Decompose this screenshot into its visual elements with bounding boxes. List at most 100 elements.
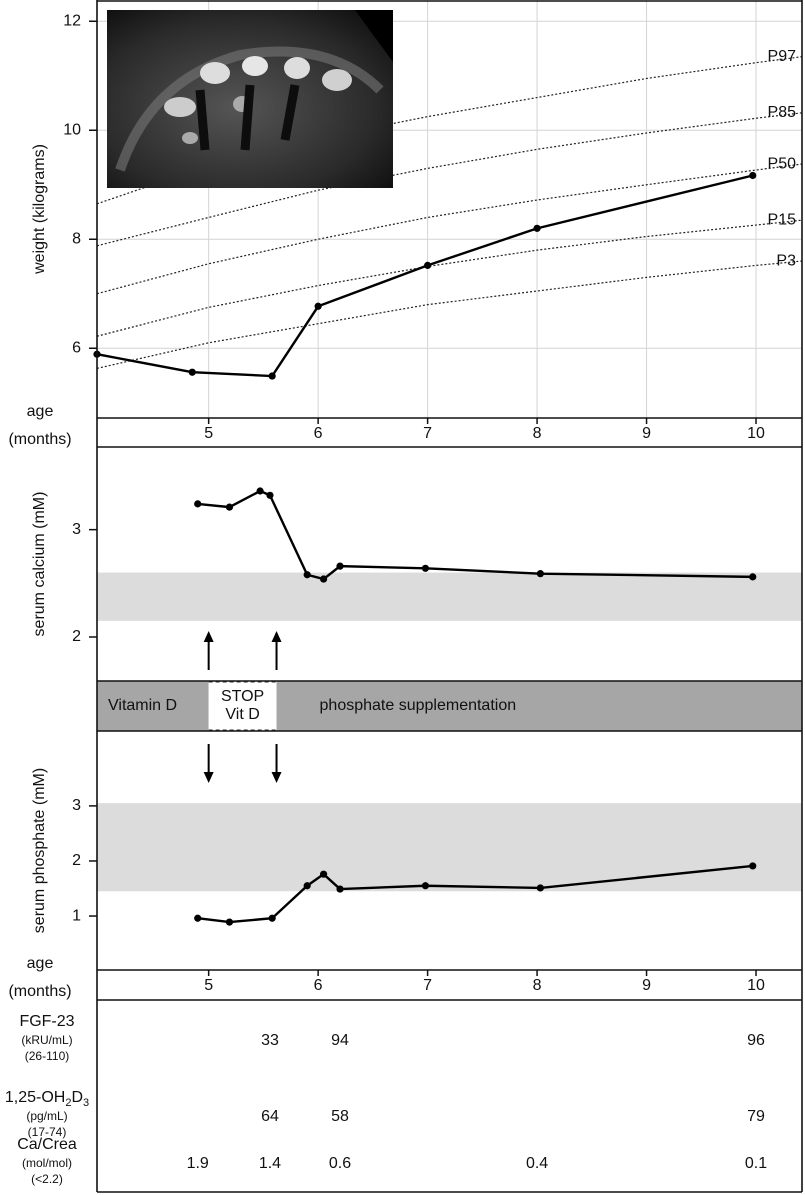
row-name-part: 2 — [65, 1097, 71, 1109]
table-value: 64 — [261, 1108, 279, 1125]
x-tick-label: 10 — [747, 425, 765, 442]
row-name-part: Ca/Crea — [17, 1136, 77, 1153]
data-point — [266, 491, 274, 499]
row-range: (17-74) — [28, 1125, 67, 1139]
row-name: 1,25-OH2D3 — [5, 1089, 89, 1109]
x-tick-label: 7 — [423, 425, 432, 442]
y-tick-label: 6 — [72, 339, 81, 356]
data-point — [303, 882, 311, 890]
table-value: 79 — [747, 1108, 765, 1125]
data-point — [749, 862, 757, 870]
table-value: 0.4 — [526, 1155, 548, 1172]
data-point — [424, 261, 432, 270]
row-unit: (kRU/mL) — [21, 1033, 72, 1047]
y-tick-label: 12 — [63, 12, 81, 29]
data-line — [96, 112, 803, 247]
y-tick-label: 8 — [72, 230, 81, 247]
x-tick-label: 9 — [642, 977, 651, 994]
x-tick-label: 9 — [642, 425, 651, 442]
data-point — [320, 575, 328, 583]
treatment-segment — [208, 681, 277, 731]
y-axis-label: serum calcium (mM) — [31, 492, 48, 637]
x-tick-label: 10 — [747, 977, 765, 994]
table-value: 1.4 — [259, 1155, 281, 1172]
row-range: (26-110) — [25, 1049, 69, 1063]
table-value: 33 — [261, 1032, 279, 1049]
arrow-head — [271, 772, 282, 783]
data-point — [303, 571, 311, 579]
y-axis-label: weight (kilograms) — [31, 144, 48, 275]
data-point — [749, 171, 757, 180]
series-label: P15 — [768, 211, 797, 228]
row-unit: (pg/mL) — [26, 1109, 67, 1123]
table-value: 0.1 — [745, 1155, 767, 1172]
data-line — [197, 489, 753, 581]
series-label: P97 — [768, 48, 797, 65]
reference-range — [97, 803, 802, 892]
data-point — [194, 500, 202, 508]
series-label: P3 — [776, 252, 796, 269]
arrow-head — [203, 631, 214, 642]
row-name: Ca/Crea — [17, 1136, 77, 1153]
x-axis-label: age — [27, 403, 54, 420]
table-value: 1.9 — [187, 1155, 209, 1172]
y-tick-label: 1 — [72, 907, 81, 924]
table-value: 96 — [747, 1032, 765, 1049]
data-point — [268, 372, 276, 380]
x-axis-label: (months) — [8, 431, 71, 448]
ultrasound-image — [107, 10, 393, 188]
arrow-head — [203, 772, 214, 783]
data-point — [225, 503, 234, 511]
y-tick-label: 2 — [72, 852, 81, 869]
x-tick-label: 5 — [204, 425, 213, 442]
data-point — [421, 564, 430, 572]
data-point — [188, 368, 196, 376]
table-value: 0.6 — [329, 1155, 351, 1172]
data-point — [268, 914, 276, 922]
data-point — [421, 882, 430, 890]
x-tick-label: 5 — [204, 977, 213, 994]
treatment-segment — [276, 681, 802, 731]
series-label: P50 — [768, 155, 797, 172]
data-point — [749, 573, 757, 581]
arrow-head — [271, 631, 282, 642]
row-name-part: 1,25-OH — [5, 1089, 65, 1106]
row-range: (<2.2) — [31, 1172, 63, 1186]
x-axis-label: (months) — [8, 983, 71, 1000]
treatment-label: Vit D — [225, 706, 259, 723]
y-tick-label: 10 — [63, 121, 81, 138]
row-name-part: D — [71, 1089, 83, 1106]
table-value: 58 — [331, 1108, 349, 1125]
treatment-label: STOP — [221, 688, 264, 705]
series-label: P85 — [768, 104, 797, 121]
data-point — [194, 914, 202, 922]
x-tick-label: 8 — [533, 425, 542, 442]
data-point — [225, 918, 234, 926]
data-point — [536, 884, 544, 892]
data-point — [256, 487, 264, 495]
data-line — [96, 163, 803, 295]
data-point — [314, 302, 322, 310]
row-unit: (mol/mol) — [22, 1156, 72, 1170]
row-name-part: FGF-23 — [19, 1013, 74, 1030]
x-tick-label: 7 — [423, 977, 432, 994]
treatment-segment — [97, 681, 209, 731]
treatment-label: phosphate supplementation — [320, 697, 517, 714]
y-tick-label: 3 — [72, 797, 81, 814]
data-point — [320, 870, 328, 878]
data-point — [533, 224, 541, 232]
table-value: 94 — [331, 1032, 349, 1049]
row-name: FGF-23 — [19, 1013, 74, 1030]
y-tick-label: 3 — [72, 521, 81, 538]
data-point — [536, 570, 544, 578]
y-axis-label: serum phosphate (mM) — [31, 768, 48, 933]
reference-range — [97, 572, 802, 621]
y-tick-label: 2 — [72, 628, 81, 645]
x-axis-label: age — [27, 955, 54, 972]
x-tick-label: 6 — [314, 425, 323, 442]
data-point — [336, 562, 344, 570]
treatment-label: Vitamin D — [108, 697, 177, 714]
x-tick-label: 6 — [314, 977, 323, 994]
data-line — [96, 219, 803, 337]
